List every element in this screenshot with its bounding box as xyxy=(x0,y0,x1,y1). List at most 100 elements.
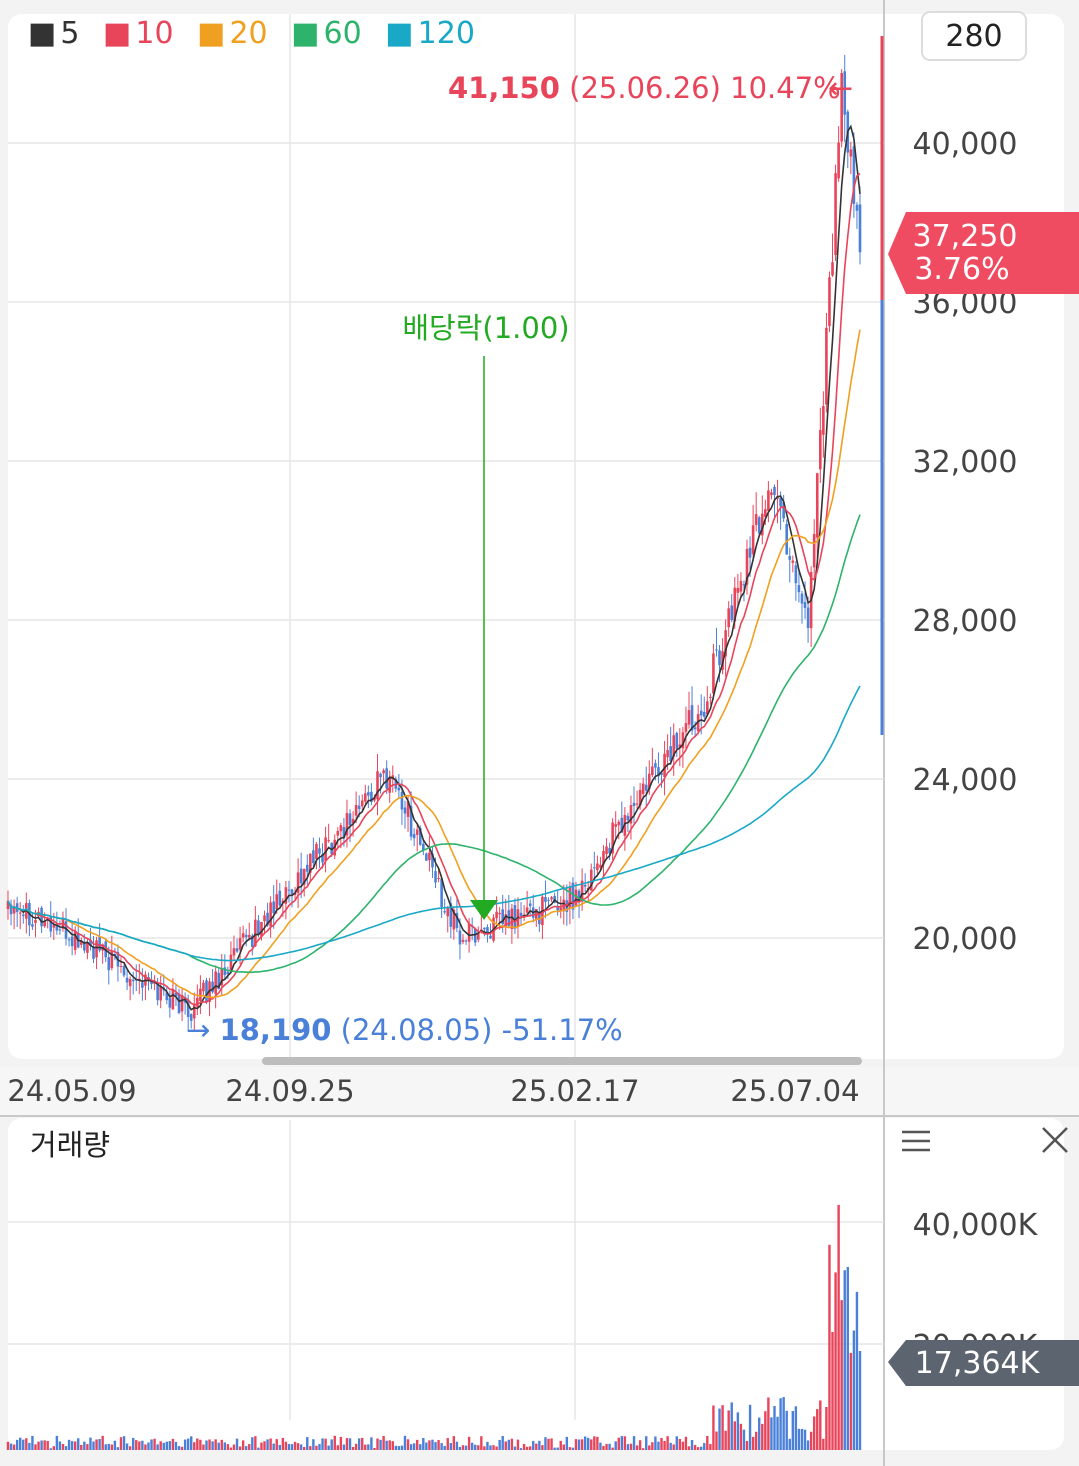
candle xyxy=(434,871,437,883)
volume-bar xyxy=(138,1441,141,1450)
volume-bar xyxy=(190,1436,193,1450)
candle xyxy=(376,771,379,800)
candle xyxy=(815,473,819,538)
candle xyxy=(764,509,767,517)
candle xyxy=(388,778,392,793)
volume-bar xyxy=(501,1436,504,1450)
volume-bar xyxy=(715,1431,718,1450)
candle xyxy=(110,950,114,969)
volume-bar xyxy=(61,1443,65,1450)
scroll-bar[interactable] xyxy=(262,1057,862,1065)
volume-bar xyxy=(602,1445,605,1450)
volume-bar xyxy=(357,1438,361,1450)
candle xyxy=(742,584,746,586)
candle xyxy=(641,783,645,794)
candle xyxy=(156,982,159,1001)
period-badge-box[interactable] xyxy=(921,11,1027,61)
candle xyxy=(119,965,123,967)
candle xyxy=(251,935,254,947)
volume-bar xyxy=(388,1440,391,1450)
volume-bar xyxy=(855,1291,859,1450)
candle xyxy=(715,649,718,651)
volume-bar xyxy=(89,1437,92,1450)
candle xyxy=(458,930,462,945)
volume-bar xyxy=(416,1439,419,1450)
candle xyxy=(205,980,208,1002)
volume-bar xyxy=(498,1439,501,1450)
volume-bar xyxy=(135,1440,138,1450)
candle xyxy=(196,997,199,1007)
candle xyxy=(678,744,682,748)
candle xyxy=(599,864,602,868)
volume-bar xyxy=(324,1438,327,1450)
candle xyxy=(449,903,453,927)
y-tick-32000: 32,000 xyxy=(913,445,1018,480)
volume-bar xyxy=(443,1445,446,1450)
candle xyxy=(86,942,89,953)
volume-bar xyxy=(46,1440,49,1450)
volume-bar xyxy=(565,1436,569,1450)
volume-bar xyxy=(544,1437,547,1450)
volume-bar xyxy=(287,1443,291,1450)
candle xyxy=(385,768,388,789)
candle xyxy=(632,802,636,807)
candle xyxy=(580,880,584,902)
high-marker: 41,150 (25.06.26) 10.47% xyxy=(448,71,841,105)
volume-bar xyxy=(843,1270,846,1450)
candle xyxy=(476,932,480,940)
candle xyxy=(461,939,465,942)
volume-bar xyxy=(712,1405,715,1450)
volume-bar xyxy=(550,1438,553,1450)
period-badge: 280 xyxy=(945,19,1002,54)
volume-bar xyxy=(318,1444,321,1450)
candle xyxy=(382,770,385,774)
volume-bar xyxy=(226,1444,230,1450)
menu-icon[interactable] xyxy=(902,1130,930,1152)
candle xyxy=(220,969,224,986)
candle xyxy=(709,696,712,698)
volume-bar xyxy=(709,1443,712,1450)
volume-bar xyxy=(254,1436,257,1450)
candle xyxy=(736,588,740,593)
volume-bar xyxy=(779,1398,782,1450)
candle xyxy=(797,585,801,593)
volume-bar xyxy=(376,1438,379,1450)
volume-bar xyxy=(635,1445,639,1450)
volume-bars xyxy=(6,1204,862,1450)
legend-ma10-marker: ■ xyxy=(103,16,131,51)
candle xyxy=(495,911,498,919)
volume-bar xyxy=(107,1443,110,1450)
candle xyxy=(690,705,694,731)
candle xyxy=(754,514,758,525)
volume-bar xyxy=(684,1436,688,1450)
candle xyxy=(367,792,370,796)
candle xyxy=(519,912,523,917)
volume-bar xyxy=(458,1446,462,1450)
candle xyxy=(327,840,330,842)
volume-bar xyxy=(703,1443,706,1450)
volume-bar xyxy=(541,1445,544,1450)
candle xyxy=(596,863,599,871)
volume-bar xyxy=(504,1441,507,1450)
close-icon[interactable] xyxy=(1042,1127,1068,1153)
volume-bar xyxy=(519,1448,523,1450)
volume-bar xyxy=(831,1331,834,1450)
legend-ma60-marker: ■ xyxy=(291,16,319,51)
candle xyxy=(651,766,654,776)
volume-bar xyxy=(608,1443,611,1450)
volume-bar xyxy=(638,1440,642,1450)
candle xyxy=(409,805,413,837)
candle xyxy=(483,927,486,930)
candle xyxy=(339,825,343,832)
volume-bar xyxy=(690,1439,694,1450)
current-volume-tag xyxy=(888,1340,1079,1386)
volume-bar xyxy=(626,1444,630,1450)
candle xyxy=(571,882,575,910)
volume-bar xyxy=(406,1439,410,1450)
candle xyxy=(556,906,559,911)
candle xyxy=(122,966,126,976)
volume-bar xyxy=(367,1444,370,1450)
candle xyxy=(812,534,816,568)
candle xyxy=(852,146,856,204)
